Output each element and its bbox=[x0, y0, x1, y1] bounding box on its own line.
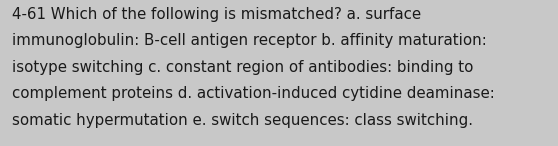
Text: 4-61 Which of the following is mismatched? a. surface: 4-61 Which of the following is mismatche… bbox=[12, 7, 421, 22]
Text: immunoglobulin: B-cell antigen receptor b. affinity maturation:: immunoglobulin: B-cell antigen receptor … bbox=[12, 33, 487, 48]
Text: isotype switching c. constant region of antibodies: binding to: isotype switching c. constant region of … bbox=[12, 60, 474, 75]
Text: complement proteins d. activation-induced cytidine deaminase:: complement proteins d. activation-induce… bbox=[12, 86, 495, 101]
Text: somatic hypermutation e. switch sequences: class switching.: somatic hypermutation e. switch sequence… bbox=[12, 113, 473, 128]
